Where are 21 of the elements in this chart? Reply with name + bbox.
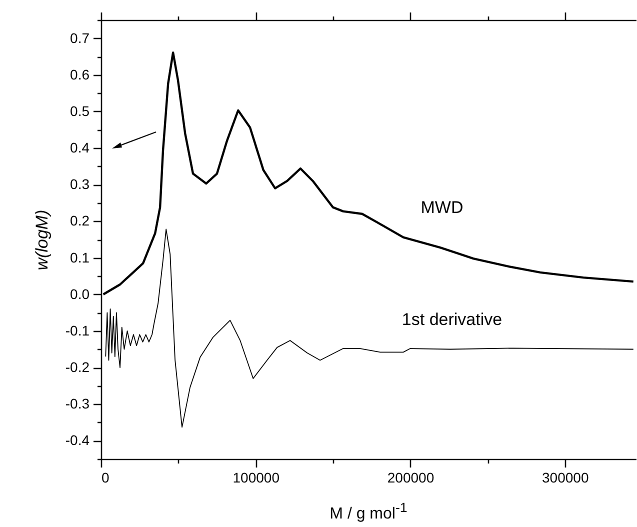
line-series: [105, 228, 634, 428]
y-tick-label: -0.3: [65, 396, 90, 412]
y-tick-label: 0.7: [70, 30, 90, 46]
x-tick-label: 100000: [232, 470, 280, 486]
x-tick-label: 200000: [387, 470, 434, 486]
y-tick-label: 0.2: [70, 212, 90, 229]
y-tick-label: 0.5: [70, 102, 90, 119]
y-tick-label: 0.1: [70, 249, 90, 266]
series-label: 1st derivative: [402, 310, 502, 329]
y-tick-label: 0.3: [70, 176, 90, 192]
x-axis-title: M / g mol$^{-1}$: [328, 500, 408, 524]
y-tick-label: -0.2: [65, 359, 90, 376]
y-tick-label: 0.0: [70, 286, 90, 302]
y-axis-title: w(logM): [32, 210, 52, 270]
y-tick-label: 0.6: [70, 66, 90, 82]
y-tick-label: -0.4: [65, 432, 90, 448]
y-tick-label: 0.4: [70, 140, 90, 156]
series-label: MWD: [420, 198, 464, 217]
y-tick-label: -0.1: [65, 322, 90, 338]
x-tick-label: 300000: [542, 470, 589, 486]
x-tick-label: 0: [102, 470, 110, 486]
